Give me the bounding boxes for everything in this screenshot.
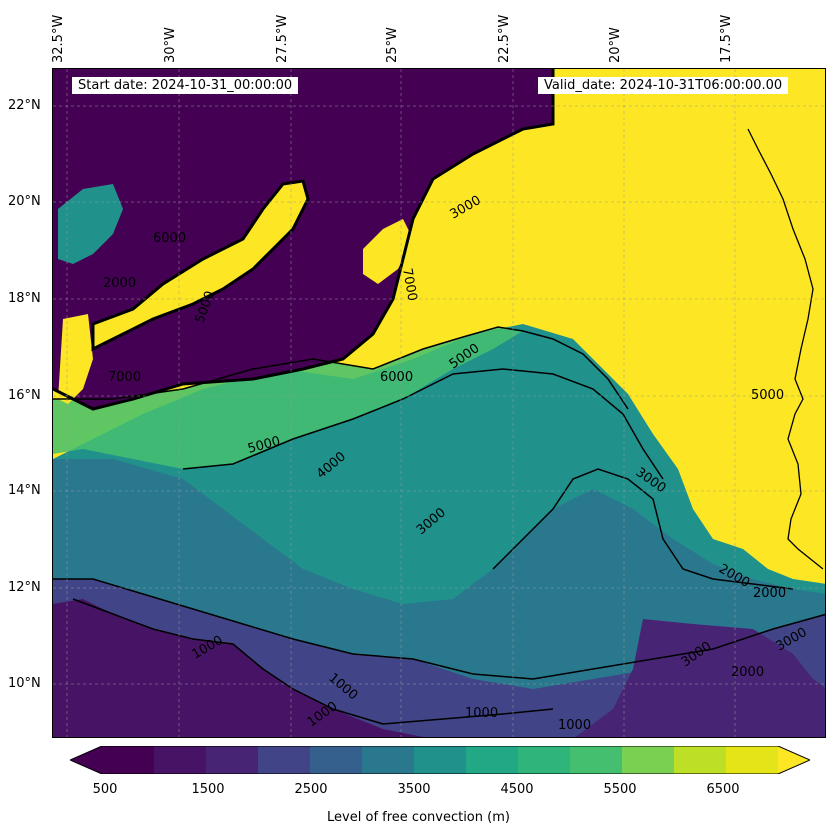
colorbar-segment — [102, 746, 155, 774]
lon-label-25w: 25°W — [385, 27, 400, 63]
lat-label-14n: 14°N — [8, 483, 41, 498]
lat-label-20n: 20°N — [8, 194, 41, 209]
colorbar-segment — [622, 746, 675, 774]
lat-label-12n: 12°N — [8, 580, 41, 595]
teal-blob-northwest — [58, 184, 123, 264]
contour-line-3000 — [492, 468, 794, 590]
lon-label-27-5w: 27.5°W — [275, 14, 290, 63]
start-date-label: Start date: 2024-10-31_00:00:00 — [72, 77, 299, 94]
colorbar-segment — [674, 746, 727, 774]
colorbar-right-extend — [778, 746, 810, 774]
contour-label: 7000 — [399, 267, 420, 302]
contour-label: 6000 — [380, 370, 413, 385]
contour-label: 1000 — [558, 718, 591, 733]
valid-date-label: Valid_date: 2024-10-31T06:00:00.00 — [538, 77, 789, 94]
contour-label: 2000 — [753, 586, 786, 601]
colorbar-segment — [206, 746, 259, 774]
lon-label-32-5w: 32.5°W — [51, 14, 66, 63]
colorbar-segment — [726, 746, 779, 774]
contour-line-7000-blob — [91, 179, 310, 352]
graticule — [53, 69, 825, 737]
colorbar-segment — [518, 746, 571, 774]
low-lfc-south — [53, 599, 423, 737]
contour-line-2000 — [53, 578, 825, 680]
high-lfc-blob-3 — [363, 219, 413, 284]
contour-label: 5000 — [751, 388, 784, 403]
lat-label-18n: 18°N — [8, 291, 41, 306]
lat-label-22n: 22°N — [8, 98, 41, 113]
colorbar-segment — [466, 746, 519, 774]
colorbar-tick: 5500 — [603, 782, 637, 797]
colorbar-segment — [154, 746, 207, 774]
contour-label: 1000 — [465, 706, 498, 721]
colorbar-tick: 4500 — [500, 782, 534, 797]
contour-label: 2000 — [103, 276, 136, 291]
colorbar-left-extend — [70, 746, 102, 774]
contour-line-1000 — [72, 598, 554, 725]
coastline — [747, 128, 824, 570]
contour-line-4000 — [182, 368, 664, 480]
colorbar-segment — [414, 746, 467, 774]
low-lfc-north — [53, 69, 553, 409]
map-canvas: 1000 1000 1000 1000 1000 2000 2000 2000 … — [53, 69, 825, 737]
lon-label-20w: 20°W — [608, 27, 623, 63]
green-lfc-zone — [53, 327, 523, 469]
lon-label-30w: 30°W — [163, 27, 178, 63]
colorbar-tick: 1500 — [191, 782, 225, 797]
colorbar-tick: 6500 — [706, 782, 740, 797]
contour-line-7000 — [53, 69, 555, 411]
colorbar-label: Level of free convection (m) — [327, 810, 510, 825]
colorbar-tick: 3500 — [397, 782, 431, 797]
colorbar-segment — [310, 746, 363, 774]
contour-line-5000 — [53, 326, 629, 410]
low-lfc-southeast — [575, 619, 825, 737]
contour-label: 7000 — [108, 370, 141, 385]
colorbar-segment — [362, 746, 415, 774]
lat-label-16n: 16°N — [8, 388, 41, 403]
contour-label: 6000 — [153, 231, 186, 246]
colorbar-tick: 2500 — [294, 782, 328, 797]
colorbar-segment — [570, 746, 623, 774]
lon-label-22-5w: 22.5°W — [497, 14, 512, 63]
colorbar — [70, 746, 810, 774]
lat-label-10n: 10°N — [8, 676, 41, 691]
lon-label-17-5w: 17.5°W — [719, 14, 734, 63]
colorbar-segment — [258, 746, 311, 774]
colorbar-tick: 500 — [92, 782, 118, 797]
map-panel: 1000 1000 1000 1000 1000 2000 2000 2000 … — [52, 68, 826, 738]
contour-label: 2000 — [731, 665, 764, 680]
